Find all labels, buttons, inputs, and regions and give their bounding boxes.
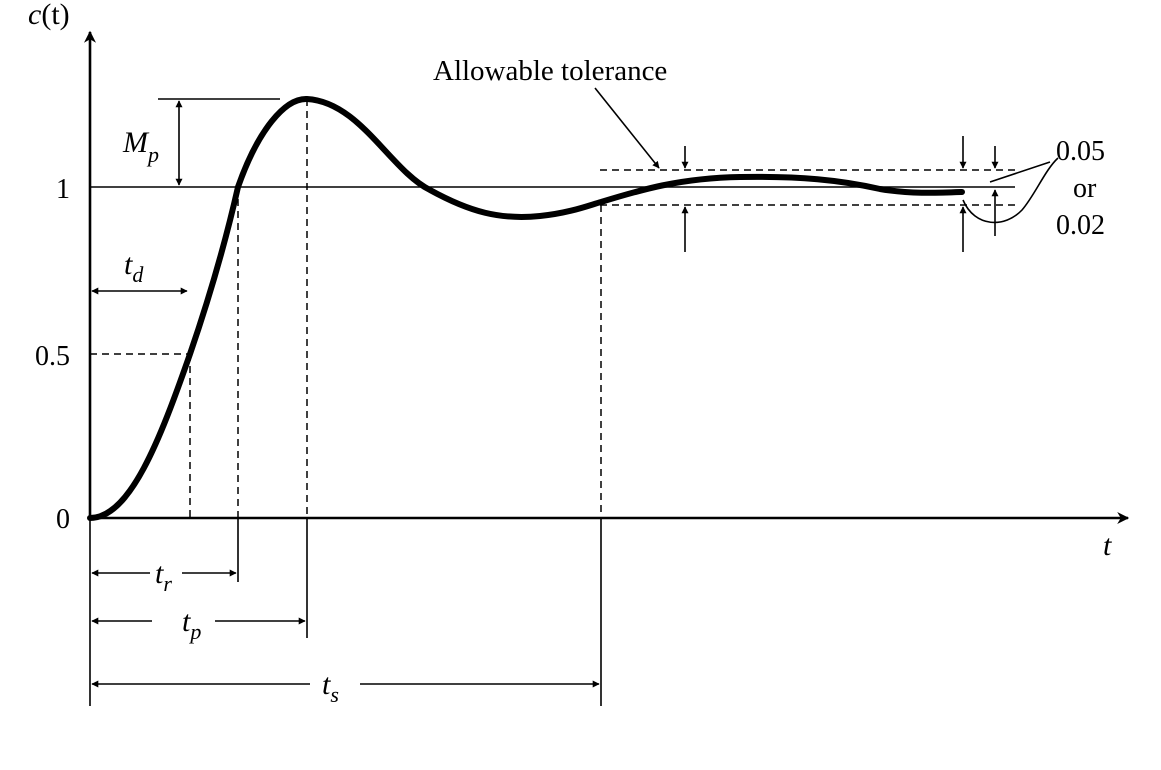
x-axis-label: t <box>1103 529 1112 562</box>
value-leader-lower <box>962 157 1059 224</box>
tolerance-value-high: 0.05 <box>1056 136 1105 167</box>
y-tick-1: 1 <box>56 174 70 205</box>
response-curve <box>87 95 965 521</box>
y-tick-0.5: 0.5 <box>35 341 70 372</box>
delay-time-label: td <box>124 248 144 287</box>
tolerance-leader <box>594 87 660 169</box>
tolerance-value-or: or <box>1073 173 1097 204</box>
tolerance-label: Allowable tolerance <box>433 55 667 87</box>
value-leader-upper <box>989 161 1051 183</box>
settling-time-label: ts <box>322 668 339 707</box>
peak-time-label: tp <box>182 605 201 644</box>
rise-time-label: tr <box>155 557 172 596</box>
y-axis-label: c(t) <box>28 0 70 31</box>
y-tick-0: 0 <box>56 504 70 535</box>
overshoot-label: Mp <box>122 126 159 167</box>
tolerance-value-low: 0.02 <box>1056 210 1105 241</box>
